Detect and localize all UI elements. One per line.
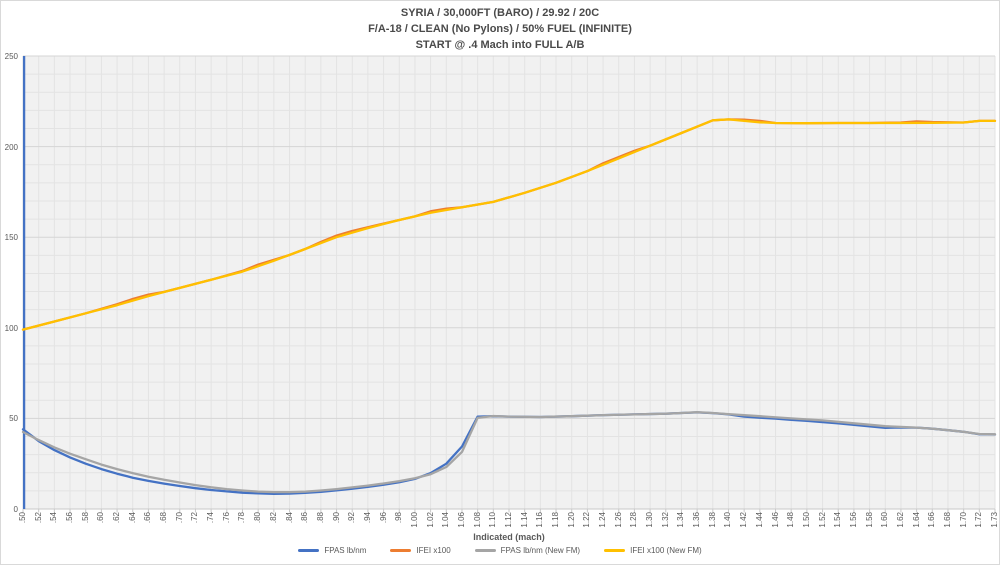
chart-title-line-3: START @ .4 Mach into FULL A/B <box>415 39 585 51</box>
x-axis-title: Indicated (mach) <box>473 532 545 542</box>
x-tick-label: .54 <box>49 512 59 524</box>
x-tick-label: 1.52 <box>817 512 827 528</box>
x-tick-label: 1.00 <box>409 512 419 528</box>
x-tick-label: .76 <box>221 512 231 524</box>
x-tick-label: 1.70 <box>958 512 968 528</box>
x-tick-label: .62 <box>112 512 122 524</box>
x-tick-label: 1.30 <box>645 512 655 528</box>
x-tick-label: 1.73 <box>990 512 999 528</box>
legend-item: FPAS lb/nm <box>298 546 366 555</box>
x-tick-label: 1.50 <box>801 512 811 528</box>
x-tick-label: 1.32 <box>660 512 670 528</box>
x-tick-label: 1.48 <box>786 512 796 528</box>
x-tick-label: 1.26 <box>613 512 623 528</box>
x-tick-label: 1.04 <box>441 512 451 528</box>
x-tick-label: 1.12 <box>504 512 513 528</box>
plot-area <box>21 55 997 513</box>
legend-line-swatch-icon <box>298 549 320 552</box>
chart-title-line-2: F/A-18 / CLEAN (No Pylons) / 50% FUEL (I… <box>368 23 632 35</box>
x-tick-label: 1.36 <box>692 512 702 528</box>
x-tick-label: .58 <box>80 512 90 524</box>
x-tick-label: 1.08 <box>472 512 482 528</box>
x-tick-label: .78 <box>237 512 247 524</box>
legend-item: IFEI x100 <box>390 546 451 555</box>
x-tick-label: .84 <box>284 512 294 524</box>
x-tick-label: .92 <box>347 512 357 524</box>
x-tick-label: .86 <box>300 512 310 524</box>
x-tick-label: .50 <box>18 512 27 524</box>
legend-item: FPAS lb/nm (New FM) <box>474 546 581 555</box>
x-tick-label: .56 <box>65 512 75 524</box>
y-tick-label: 50 <box>9 414 18 424</box>
x-tick-label: .60 <box>96 512 106 524</box>
y-tick-label: 150 <box>4 233 18 243</box>
x-tick-label: .94 <box>362 512 372 524</box>
x-tick-label: .82 <box>268 512 278 524</box>
x-tick-label: .72 <box>190 512 200 524</box>
x-tick-label: 1.38 <box>707 512 717 528</box>
legend-line-swatch-icon <box>604 549 626 552</box>
x-tick-label: .96 <box>378 512 388 524</box>
x-tick-label: .74 <box>206 512 216 524</box>
x-tick-label: 1.14 <box>519 512 529 528</box>
x-tick-label: 1.54 <box>833 512 843 528</box>
x-tick-label: 1.72 <box>974 512 984 528</box>
x-tick-label: .64 <box>127 512 137 524</box>
legend-item: IFEI x100 (New FM) <box>604 546 702 555</box>
y-tick-label: 200 <box>4 142 18 152</box>
x-tick-label: 1.62 <box>895 512 905 528</box>
x-tick-label: 1.44 <box>754 512 764 528</box>
chart-title: SYRIA / 30,000FT (BARO) / 29.92 / 20C F/… <box>1 5 999 53</box>
series-line-ifei-x100-new-fm <box>21 118 997 331</box>
y-tick-label: 0 <box>13 505 18 514</box>
x-tick-label: .68 <box>159 512 169 524</box>
x-tick-label: 1.40 <box>723 512 733 528</box>
x-tick-label: 1.10 <box>488 512 498 528</box>
legend-label: IFEI x100 <box>416 546 451 555</box>
x-tick-label: .98 <box>394 512 404 524</box>
legend-label: IFEI x100 (New FM) <box>630 546 702 555</box>
x-tick-label: .88 <box>315 512 325 524</box>
x-tick-label: .70 <box>174 512 184 524</box>
legend: FPAS lb/nm IFEI x100 FPAS lb/nm (New FM) IF… <box>1 546 999 555</box>
y-tick-label: 250 <box>4 52 18 61</box>
legend-label: FPAS lb/nm <box>324 546 367 555</box>
x-tick-label: 1.46 <box>770 512 780 528</box>
x-tick-label: 1.42 <box>739 512 749 528</box>
x-tick-label: 1.60 <box>880 512 890 528</box>
x-tick-label: 1.68 <box>942 512 952 528</box>
x-tick-label: 1.18 <box>551 512 561 528</box>
x-tick-label: .90 <box>331 512 341 524</box>
legend-label: FPAS lb/nm (New FM) <box>500 546 581 555</box>
chart-title-line-1: SYRIA / 30,000FT (BARO) / 29.92 / 20C <box>400 7 600 19</box>
x-tick-label: 1.02 <box>425 512 435 528</box>
x-tick-label: 1.58 <box>864 512 874 528</box>
x-tick-label: 1.16 <box>535 512 545 528</box>
x-tick-label: 1.64 <box>911 512 921 528</box>
x-tick-label: .80 <box>253 512 263 524</box>
x-tick-label: 1.56 <box>848 512 858 528</box>
legend-line-swatch-icon <box>390 549 412 552</box>
series-line-fpas-lb-nm-new-fm <box>21 411 997 494</box>
x-tick-label: 1.24 <box>598 512 608 528</box>
legend-line-swatch-icon <box>474 549 496 552</box>
x-tick-label: 1.20 <box>566 512 576 528</box>
series-line-fpas-lb-nm <box>21 411 997 495</box>
x-tick-label: 1.22 <box>582 512 592 528</box>
y-tick-label: 100 <box>4 323 18 333</box>
x-tick-label: .52 <box>33 512 43 524</box>
x-tick-label: 1.06 <box>456 512 466 528</box>
x-tick-label: 1.28 <box>629 512 639 528</box>
x-tick-label: 1.34 <box>676 512 686 528</box>
x-tick-label: .66 <box>143 512 153 524</box>
x-tick-label: 1.66 <box>927 512 937 528</box>
